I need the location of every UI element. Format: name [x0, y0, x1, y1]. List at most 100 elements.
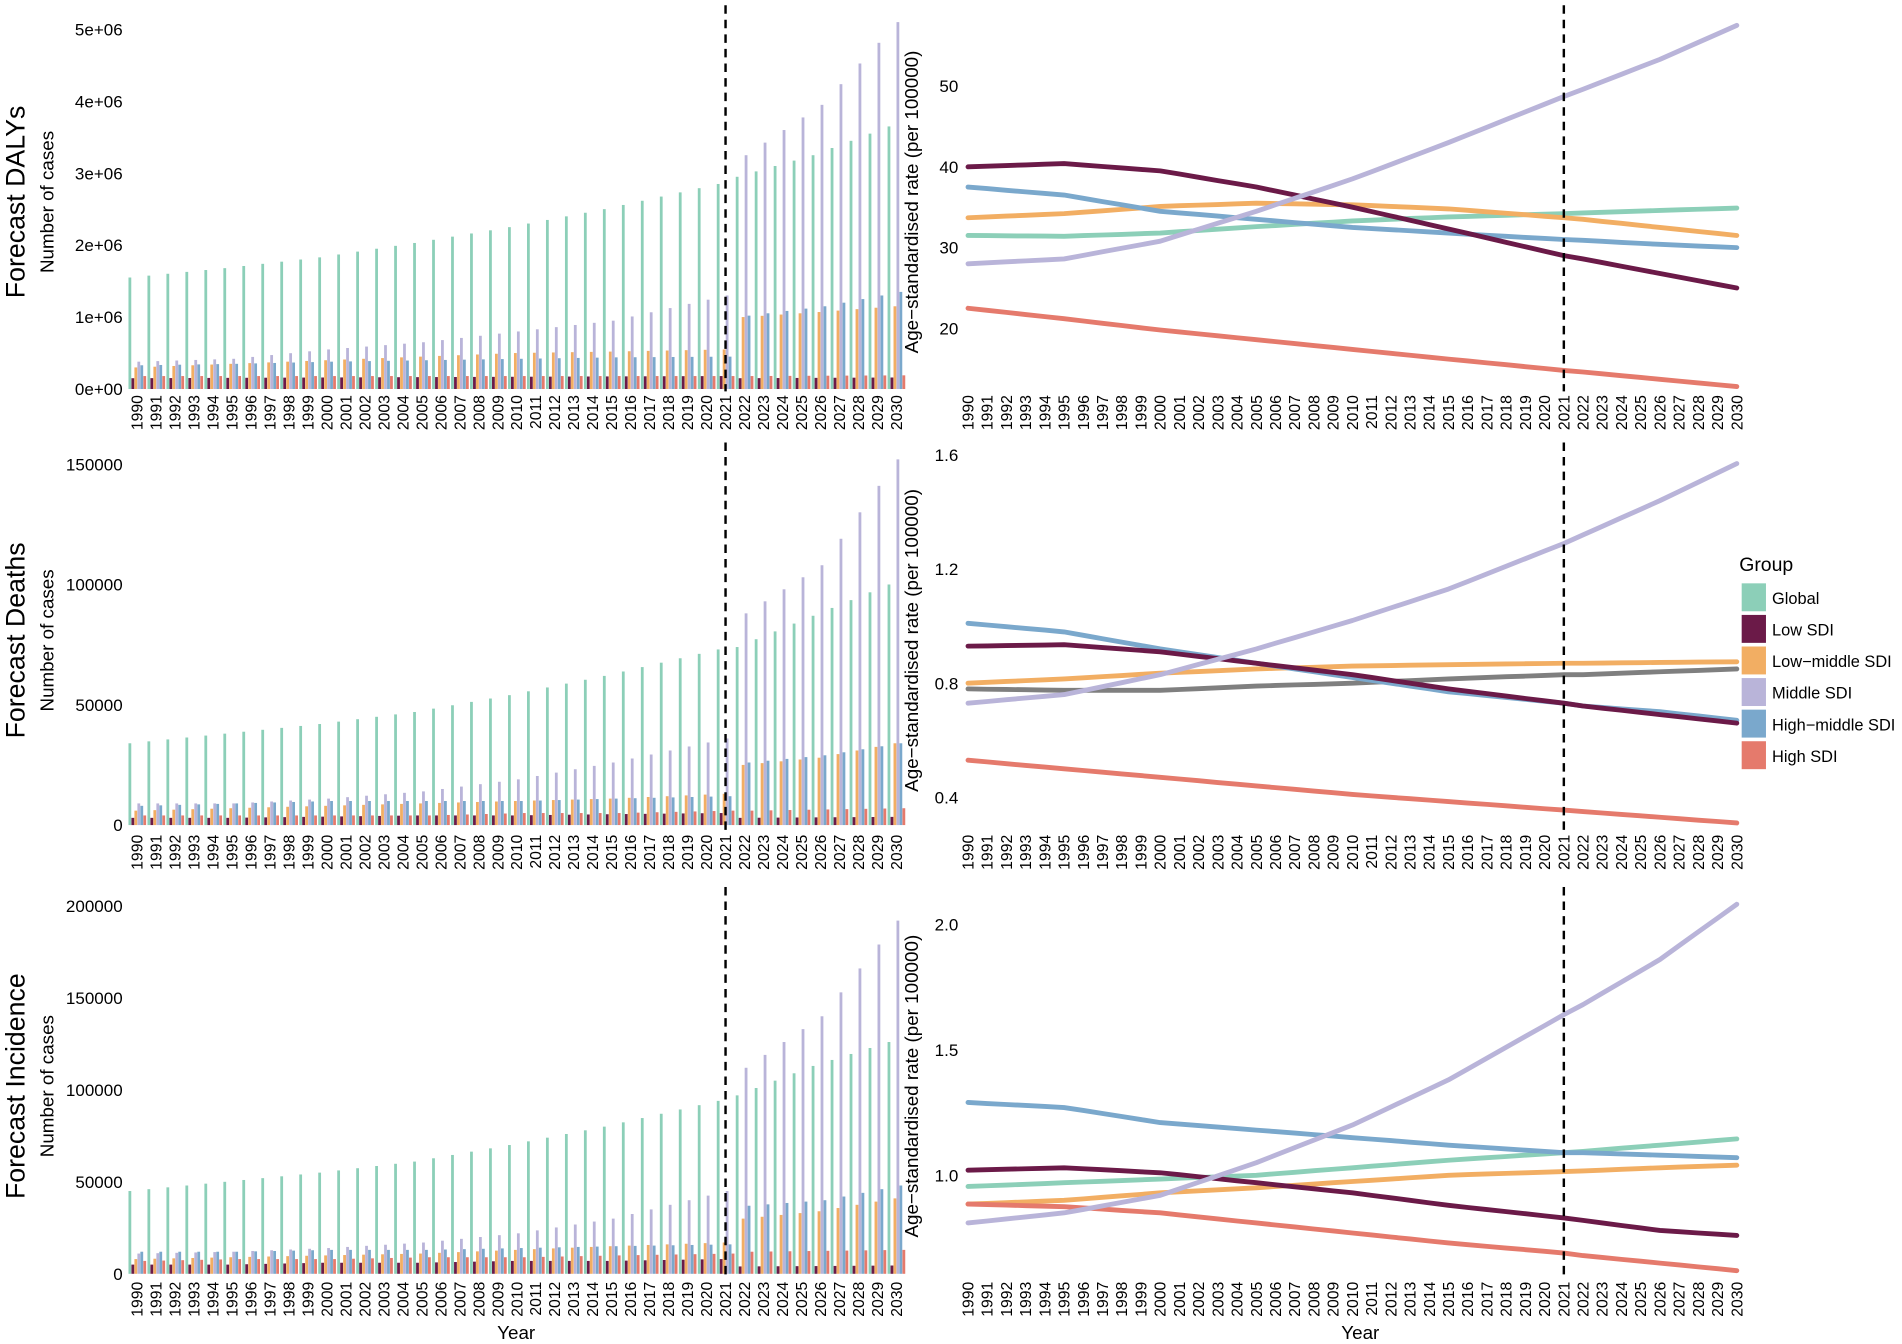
bar	[681, 813, 685, 826]
x-tick-label: 2020	[1537, 835, 1554, 870]
x-tick-label: 2017	[1479, 1282, 1496, 1317]
bar	[492, 376, 495, 390]
bar	[207, 377, 211, 390]
x-tick-label: 2001	[1172, 1282, 1189, 1317]
bar	[381, 804, 384, 826]
y-tick-label: 1.2	[935, 560, 959, 579]
bar	[735, 176, 739, 390]
bar	[643, 813, 647, 826]
x-tick-label: 2019	[680, 1281, 697, 1316]
bar	[535, 775, 539, 826]
bar	[188, 378, 192, 390]
bar	[602, 675, 606, 826]
bar	[690, 1244, 694, 1274]
x-tick-label: 2023	[756, 835, 773, 870]
x-tick-label: 2001	[1172, 395, 1189, 430]
bar	[814, 1266, 818, 1274]
bar	[362, 358, 365, 390]
bar	[785, 310, 789, 390]
bar	[327, 798, 330, 826]
bar	[295, 376, 298, 390]
bar	[340, 1262, 343, 1274]
bar	[489, 698, 492, 826]
bar	[649, 754, 653, 826]
line-low-sdi	[965, 642, 1740, 726]
bar	[595, 357, 599, 390]
x-tick-label: 2012	[547, 1282, 564, 1317]
bar	[172, 1258, 176, 1274]
bar	[371, 376, 374, 390]
bar	[311, 1250, 314, 1274]
bar	[814, 377, 818, 390]
bar	[868, 1047, 872, 1274]
bar	[868, 133, 872, 390]
bar	[614, 798, 618, 826]
bar	[441, 1240, 444, 1274]
bar	[684, 350, 688, 390]
x-tick-label: 2025	[794, 835, 811, 870]
bar	[381, 358, 384, 390]
x-tick-label: 2005	[1249, 395, 1266, 430]
bar	[172, 365, 176, 390]
bar	[836, 754, 840, 826]
x-tick-label: 2018	[1499, 395, 1516, 430]
bar	[166, 273, 170, 390]
bar	[779, 314, 783, 390]
legend-swatch	[1741, 646, 1766, 675]
x-tick-label: 2012	[1383, 395, 1400, 430]
bar	[570, 1247, 574, 1274]
bar	[242, 731, 246, 826]
bar	[147, 1189, 151, 1274]
bar	[589, 1246, 593, 1274]
line-high-sdi	[965, 1201, 1740, 1274]
bar	[219, 1259, 223, 1274]
line-high-sdi	[965, 305, 1740, 390]
bar	[223, 733, 227, 826]
x-tick-label: 2020	[699, 395, 716, 430]
bar	[321, 1262, 325, 1274]
x-tick-label: 2011	[528, 1282, 545, 1316]
bar	[766, 1204, 770, 1274]
bar	[273, 362, 277, 390]
bar	[887, 1042, 891, 1274]
bar	[340, 816, 343, 826]
x-tick-label: 2014	[1422, 395, 1439, 430]
bar	[131, 1264, 135, 1274]
bar	[261, 1178, 265, 1274]
x-tick-label: 2030	[1729, 1281, 1746, 1316]
bar	[413, 242, 416, 390]
x-tick-label: 2019	[1518, 395, 1535, 430]
x-tick-label: 1995	[225, 395, 242, 430]
bar	[595, 799, 599, 826]
bar	[216, 803, 220, 826]
x-tick-label: 2016	[623, 835, 640, 870]
bar	[232, 358, 236, 390]
y-tick-label: 50	[939, 77, 958, 96]
bar	[365, 795, 368, 826]
bar	[378, 815, 381, 826]
x-tick-label: 2018	[661, 835, 678, 870]
bar	[321, 816, 325, 826]
bar	[874, 307, 878, 390]
x-tick-label: 2013	[1403, 1281, 1420, 1316]
legend-swatch	[1741, 614, 1766, 643]
bar	[725, 295, 729, 390]
bar	[308, 799, 311, 826]
x-tick-label: 2027	[1672, 1282, 1689, 1317]
bar	[674, 811, 678, 826]
bar	[833, 377, 837, 390]
bar	[343, 359, 346, 390]
bar	[668, 750, 672, 826]
bar	[836, 1208, 840, 1274]
bar	[460, 337, 463, 390]
bar	[902, 375, 906, 390]
legend-swatch	[1741, 709, 1766, 738]
x-tick-label: 1995	[1057, 1281, 1074, 1316]
bar	[652, 357, 656, 390]
panel-forecast-incidence: Forecast Incidence Number of cases 0 50000 1…	[0, 886, 1746, 1317]
bar	[283, 377, 287, 390]
x-tick-label: 2002	[357, 395, 374, 430]
bar	[687, 303, 691, 390]
bar	[712, 811, 716, 826]
bar	[624, 1260, 628, 1274]
